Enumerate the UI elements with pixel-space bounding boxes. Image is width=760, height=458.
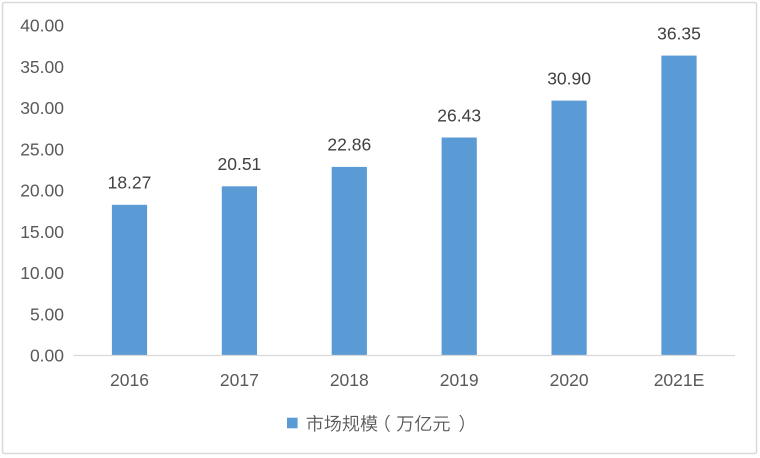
svg-text:2018: 2018 (330, 370, 369, 390)
svg-text:30.00: 30.00 (20, 98, 64, 118)
svg-text:20.51: 20.51 (218, 154, 262, 174)
svg-text:15.00: 15.00 (20, 222, 64, 242)
svg-text:2021E: 2021E (654, 370, 705, 390)
svg-text:30.90: 30.90 (547, 68, 591, 88)
svg-text:2020: 2020 (550, 370, 589, 390)
svg-text:35.00: 35.00 (20, 57, 64, 77)
svg-text:2016: 2016 (110, 370, 149, 390)
svg-text:5.00: 5.00 (30, 304, 64, 324)
svg-text:20.00: 20.00 (20, 181, 64, 201)
svg-text:40.00: 40.00 (20, 16, 64, 36)
svg-text:2017: 2017 (220, 370, 259, 390)
svg-text:26.43: 26.43 (437, 105, 481, 125)
svg-text:22.86: 22.86 (327, 135, 371, 155)
svg-text:36.35: 36.35 (657, 23, 701, 43)
svg-text:25.00: 25.00 (20, 140, 64, 160)
svg-text:10.00: 10.00 (20, 263, 64, 283)
svg-text:0.00: 0.00 (30, 346, 64, 366)
svg-text:2019: 2019 (440, 370, 479, 390)
svg-text:18.27: 18.27 (108, 173, 152, 193)
